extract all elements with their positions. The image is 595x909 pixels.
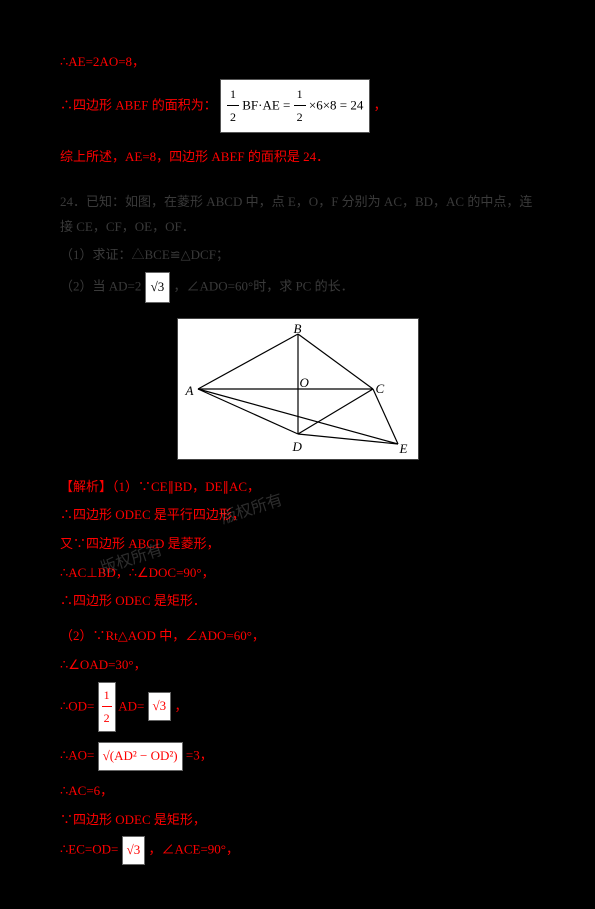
proof-4: ∴AC⊥BD，∴∠DOC=90°， — [60, 561, 535, 586]
sqrt-ao: √(AD² − OD²) — [98, 742, 183, 771]
proof-2: ∴四边形 ODEC 是平行四边形， — [60, 503, 535, 528]
s3-mid: AD= — [118, 698, 144, 713]
label-E: E — [400, 437, 408, 462]
eq-mid2: ×6×8 = 24 — [309, 97, 364, 112]
line-summary: 综上所述，AE=8，四边形 ABEF 的面积是 24． — [60, 145, 535, 170]
label-D: D — [293, 435, 302, 460]
line-ae: ∴AE=2AO=8， — [60, 50, 535, 75]
sqrt3-od: √3 — [148, 692, 172, 721]
sol-2: ∴∠OAD=30°， — [60, 653, 535, 678]
proof-block: 版权所有 版权所有 【解析】（1）∵CE∥BD，DE∥AC， ∴四边形 ODEC… — [60, 475, 535, 614]
q24-part2: （2）当 AD=2 √3 ，∠ADO=60°时，求 PC 的长． — [60, 272, 535, 303]
q24-block: 24．已知：如图，在菱形 ABCD 中，点 E，O，F 分别为 AC，BD，AC… — [60, 190, 535, 303]
proof-1: 【解析】（1）∵CE∥BD，DE∥AC， — [60, 475, 535, 500]
q24-stem: 24．已知：如图，在菱形 ABCD 中，点 E，O，F 分别为 AC，BD，AC… — [60, 190, 535, 239]
line-area: ∴四边形 ABEF 的面积为： 12 BF·AE = 12 ×6×8 = 24 … — [60, 79, 535, 134]
sol-1: （2）∵Rt△AOD 中，∠ADO=60°， — [60, 624, 535, 649]
frac-half-1: 12 — [227, 83, 239, 130]
sqrt3-ec: √3 — [122, 836, 146, 865]
frac-half-2: 12 — [294, 83, 306, 130]
label-A: A — [186, 379, 194, 404]
rhombus-diagram: A B C D E O — [177, 318, 419, 460]
sol-4: ∴AO= √(AD² − OD²) =3， — [60, 742, 535, 771]
sol-7: ∴EC=OD= √3 ，∠ACE=90°， — [60, 836, 535, 865]
solution-block: （2）∵Rt△AOD 中，∠ADO=60°， ∴∠OAD=30°， ∴OD= 1… — [60, 624, 535, 865]
s7-post: ，∠ACE=90°， — [148, 842, 239, 857]
area-suffix: ， — [374, 97, 387, 112]
s3-pre: ∴OD= — [60, 698, 94, 713]
proof-5: ∴四边形 ODEC 是矩形． — [60, 589, 535, 614]
label-O: O — [300, 371, 309, 396]
label-B: B — [294, 317, 302, 342]
s4-pre: ∴AO= — [60, 747, 94, 762]
frac-half-od: 1 2 — [98, 682, 116, 733]
q24-part1: （1）求证：△BCE≌△DCF； — [60, 243, 535, 268]
sol-5: ∴AC=6， — [60, 779, 535, 804]
q24-2-post: ，∠ADO=60°时，求 PC 的长． — [174, 278, 354, 293]
sol-6: ∵四边形 ODEC 是矩形， — [60, 808, 535, 833]
q24-2-pre: （2）当 AD=2 — [60, 278, 145, 293]
area-equation: 12 BF·AE = 12 ×6×8 = 24 — [220, 79, 370, 134]
s4-post: =3， — [186, 747, 213, 762]
area-prefix: ∴四边形 ABEF 的面积为： — [60, 97, 217, 112]
sol-3: ∴OD= 1 2 AD= √3 ， — [60, 682, 535, 733]
page-content: ∴AE=2AO=8， ∴四边形 ABEF 的面积为： 12 BF·AE = 12… — [0, 0, 595, 909]
proof-3: 又∵四边形 ABCD 是菱形， — [60, 532, 535, 557]
s7-pre: ∴EC=OD= — [60, 842, 118, 857]
s3-post: ， — [174, 698, 187, 713]
label-C: C — [376, 377, 385, 402]
eq-mid1: BF·AE = — [242, 97, 290, 112]
sqrt3-box: √3 — [145, 272, 171, 303]
